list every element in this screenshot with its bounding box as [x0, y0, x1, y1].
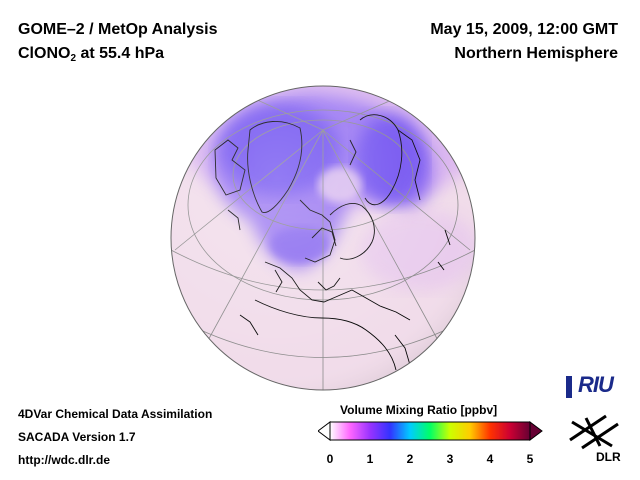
- region-label: Northern Hemisphere: [454, 45, 618, 62]
- colorbar-gradient: [329, 421, 531, 441]
- globe-shading: [171, 86, 475, 390]
- website-link[interactable]: http://wdc.dlr.de: [18, 453, 110, 467]
- colorbar-tick-label: 2: [406, 452, 414, 466]
- method-label: 4DVar Chemical Data Assimilation: [18, 407, 213, 421]
- colorbar-title: Volume Mixing Ratio [ppbv]: [340, 403, 498, 417]
- product-title: GOME–2 / MetOp Analysis: [18, 21, 218, 38]
- riu-logo-mark: [566, 376, 572, 398]
- colorbar: [318, 421, 543, 441]
- species-level: at 55.4 hPa: [76, 45, 165, 62]
- colorbar-tick-label: 3: [446, 452, 454, 466]
- colorbar-tick-label: 1: [366, 452, 374, 466]
- globe-outline: [170, 85, 476, 391]
- colorbar-tick-label: 5: [526, 452, 534, 466]
- title-left: GOME–2 / MetOp Analysis ClONO2 at 55.4 h…: [18, 18, 217, 66]
- species-title: ClONO2 at 55.4 hPa: [18, 42, 217, 66]
- analysis-date: May 15, 2009, 12:00 GMT: [430, 21, 618, 38]
- riu-logo: RIU: [578, 372, 614, 397]
- dlr-logo-icon: [569, 414, 619, 450]
- colorbar-tick-label: 4: [486, 452, 494, 466]
- title-right: May 15, 2009, 12:00 GMT Northern Hemisph…: [430, 18, 618, 66]
- colorbar-min-arrow: [318, 421, 331, 441]
- species-name: ClONO: [18, 45, 71, 62]
- species-subscript: 2: [70, 53, 77, 64]
- dlr-logo-label: DLR: [596, 450, 621, 464]
- colorbar-tick-label: 0: [326, 452, 334, 466]
- colorbar-max-arrow: [529, 421, 543, 441]
- footer-info: 4DVar Chemical Data Assimilation SACADA …: [18, 403, 212, 472]
- version-label: SACADA Version 1.7: [18, 430, 136, 444]
